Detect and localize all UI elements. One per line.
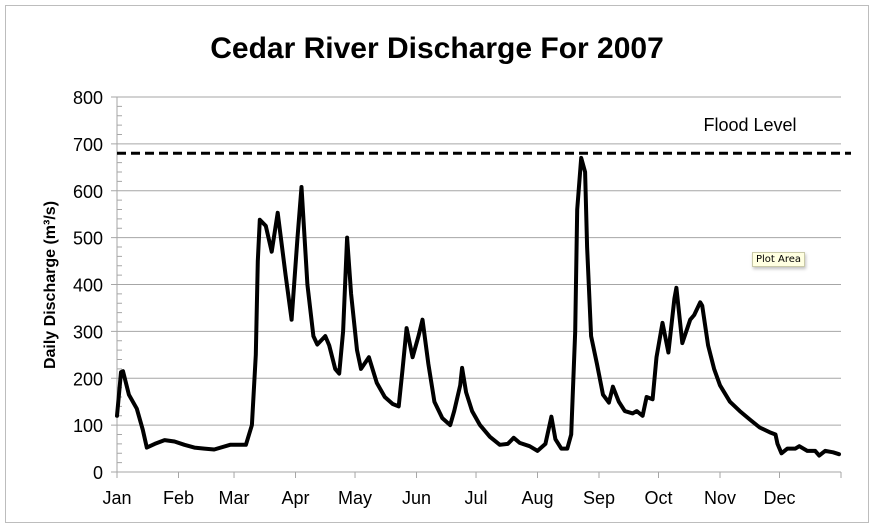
x-tick-label: Oct <box>645 488 673 508</box>
x-tick-label: Jun <box>402 488 431 508</box>
y-tick-label: 700 <box>73 135 103 155</box>
x-tick-label: May <box>338 488 372 508</box>
y-tick-label: 600 <box>73 182 103 202</box>
y-tick-label: 200 <box>73 369 103 389</box>
x-tick-label: Sep <box>583 488 615 508</box>
x-tick-label: Nov <box>704 488 736 508</box>
y-tick-label: 0 <box>93 463 103 483</box>
x-tick-label: Jan <box>102 488 131 508</box>
x-tick-label: Aug <box>521 488 553 508</box>
x-tick-label: Jul <box>465 488 488 508</box>
discharge-series-line <box>115 155 841 458</box>
y-tick-label: 300 <box>73 322 103 342</box>
x-tick-label: Apr <box>282 488 310 508</box>
y-tick-label: 100 <box>73 416 103 436</box>
y-tick-label: 500 <box>73 229 103 249</box>
y-axis-label: Daily Discharge (m³/s) <box>42 201 59 369</box>
x-tick-label: Dec <box>764 488 796 508</box>
plot-area-tooltip: Plot Area <box>752 252 806 267</box>
x-tick-label: Mar <box>219 488 250 508</box>
x-tick-label: Feb <box>163 488 194 508</box>
chart-title: Cedar River Discharge For 2007 <box>210 32 664 65</box>
y-tick-label: 400 <box>73 276 103 296</box>
flood-level-label: Flood Level <box>703 115 796 135</box>
chart-frame <box>5 5 869 523</box>
y-tick-label: 800 <box>73 88 103 108</box>
